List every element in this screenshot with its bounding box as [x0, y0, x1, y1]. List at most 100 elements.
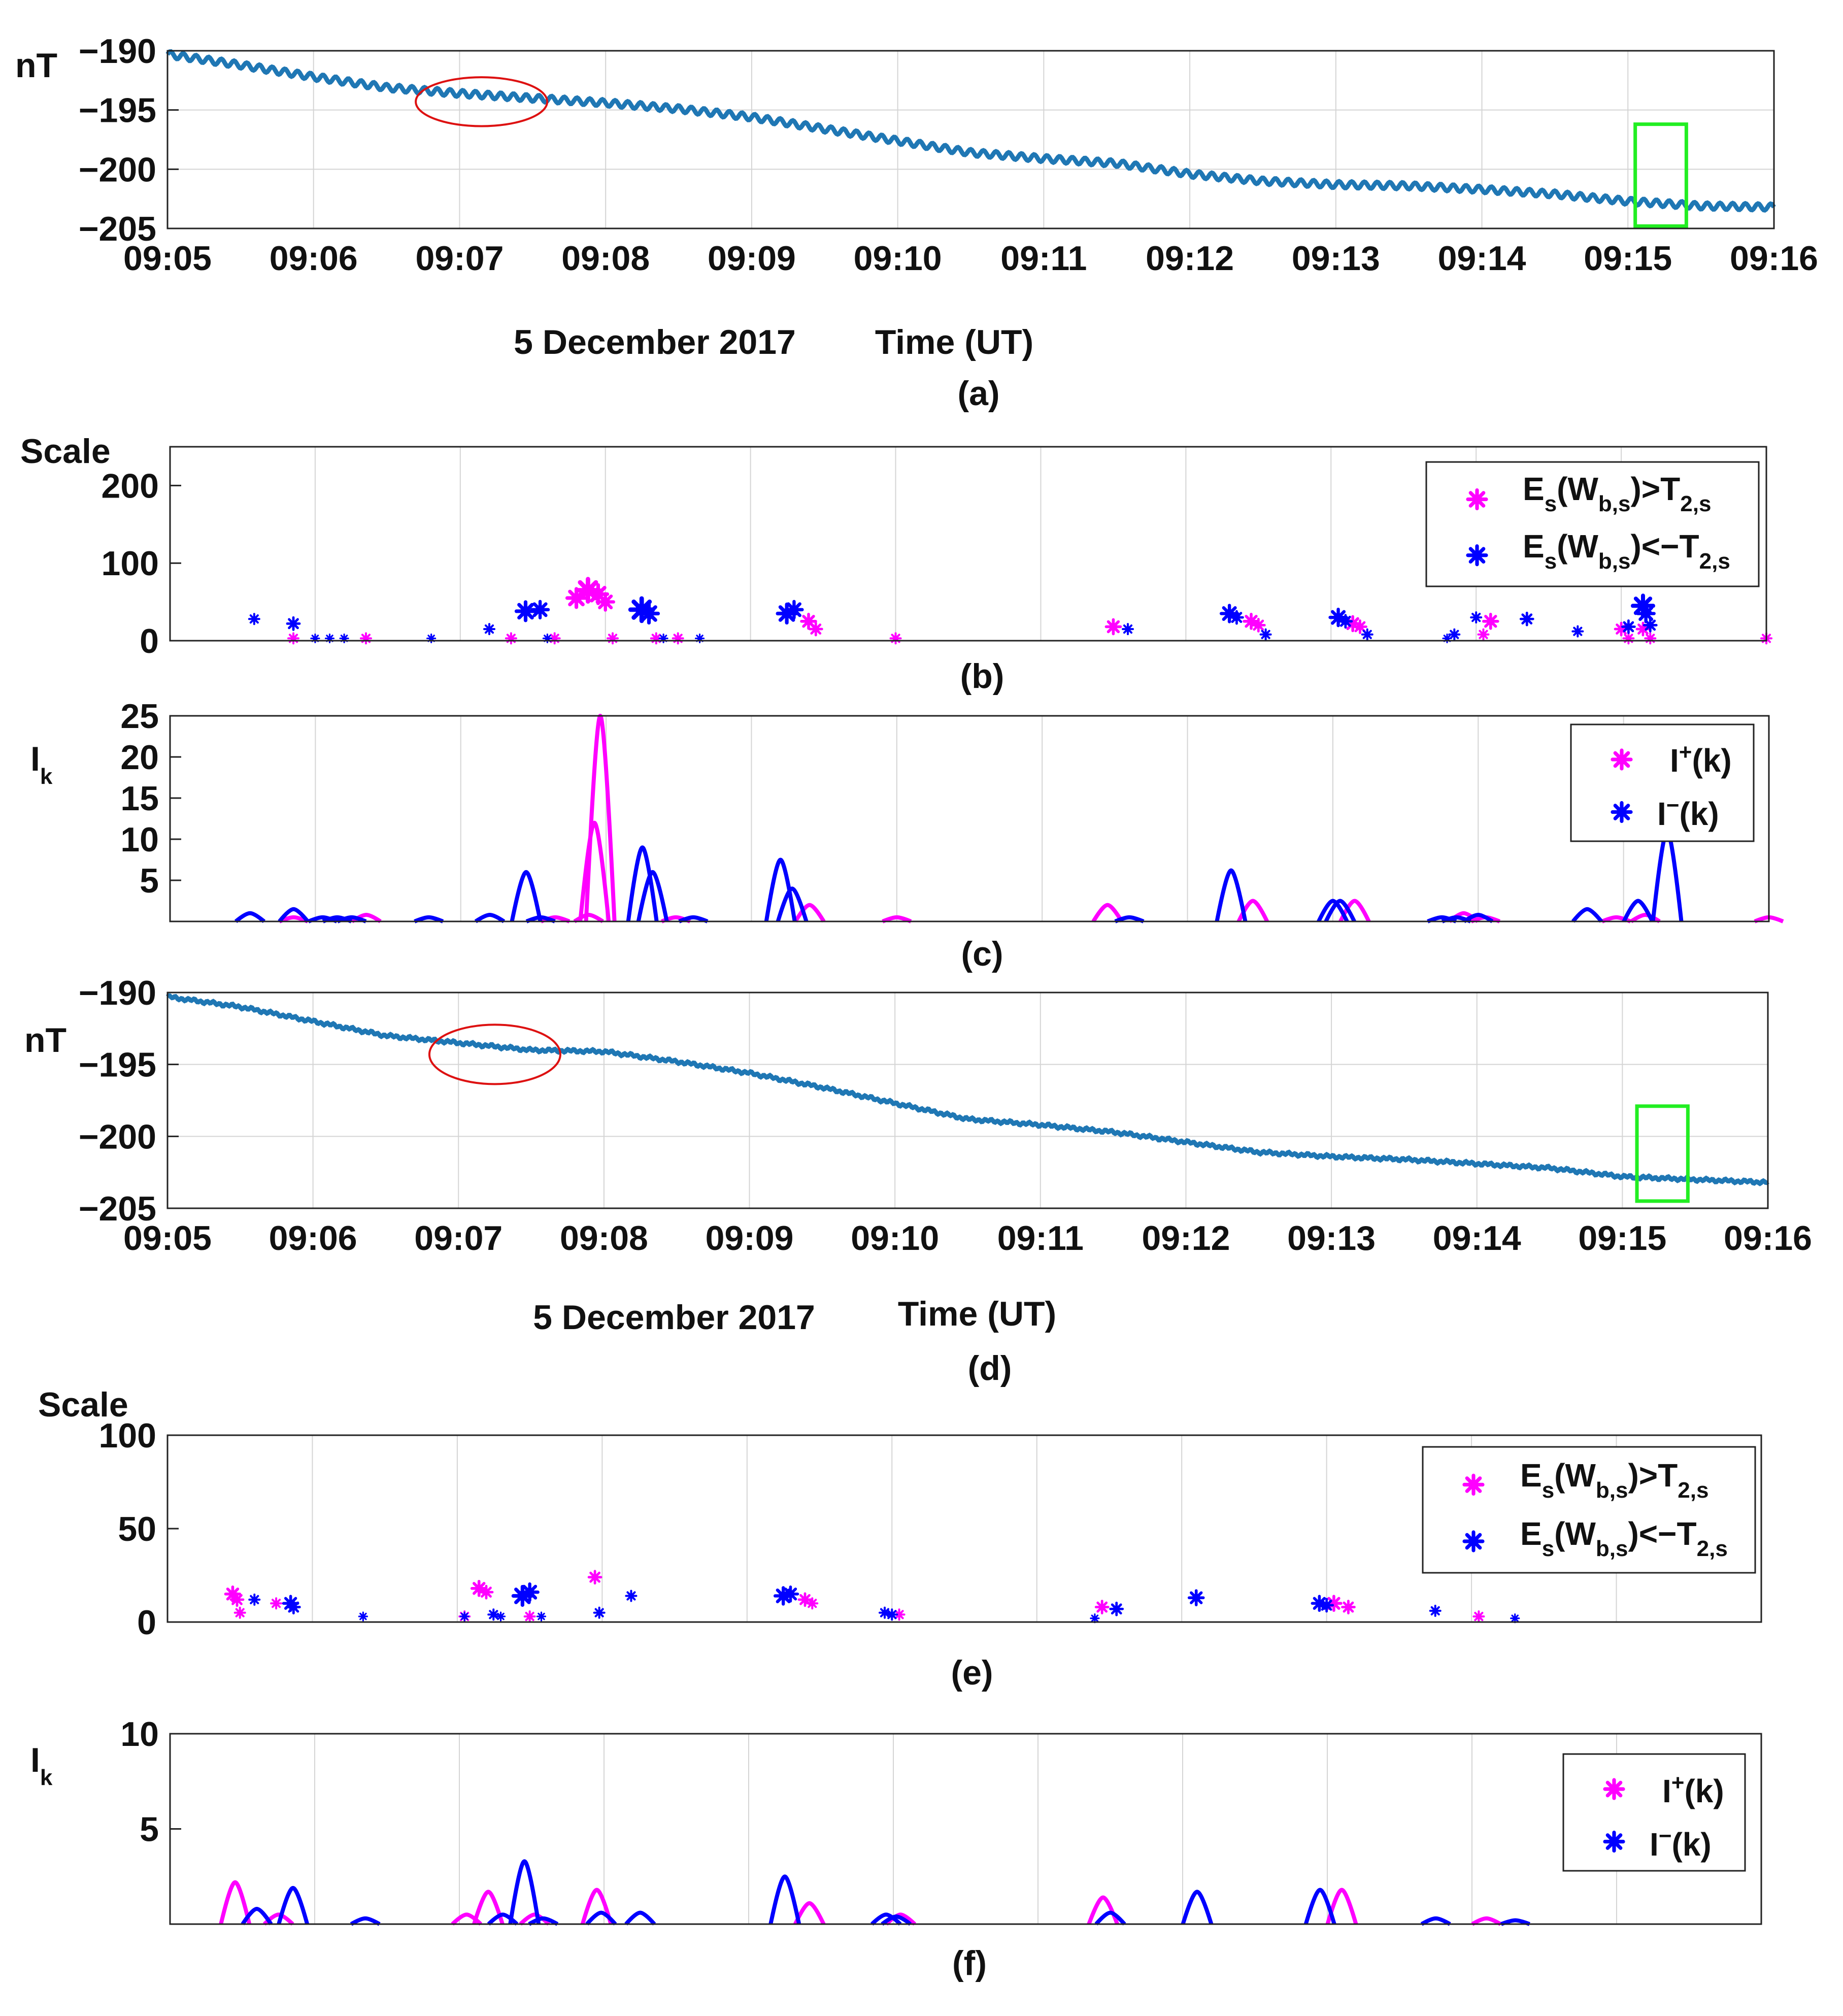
point-neg-b-11 [638, 602, 660, 625]
legend-marker-neg-b [1466, 544, 1488, 567]
legend-marker-neg-e [1462, 1530, 1485, 1552]
ytick-label-e-2: 100 [99, 1416, 156, 1455]
panel-e: Scale 0 50 100 Es(Wb,s)>T2,s Es(Wb,s)<−T2,… [38, 1385, 1762, 1692]
legend-marker-neg-f [1603, 1830, 1625, 1853]
axes-frame-f [169, 1733, 1762, 1925]
legend-marker-negative-c [1611, 801, 1633, 823]
point-neg-b-3 [324, 633, 335, 644]
points-positive-e [224, 1570, 1485, 1623]
xlabel-a: Time (UT) [875, 323, 1033, 361]
spike-pos-c-4 [578, 820, 611, 922]
ylabel-e: Scale [38, 1385, 128, 1424]
point-neg-b-6 [483, 623, 495, 636]
spike-pos-c-9 [1091, 903, 1124, 923]
grid-b [314, 447, 1622, 641]
legend-marker-negative-f [1603, 1830, 1625, 1853]
spike-neg-c-1 [278, 907, 310, 923]
spike-neg-f-13 [1303, 1888, 1336, 1925]
series-line-nT-d [165, 993, 1769, 1186]
spike-neg-c-13 [776, 886, 809, 922]
spike-pos-c-11 [1338, 899, 1371, 922]
spike-neg-c-14 [1114, 915, 1145, 923]
xtick-label-d-10: 09:15 [1578, 1219, 1666, 1258]
point-neg-e-9 [536, 1611, 547, 1622]
point-neg-e-4 [459, 1611, 470, 1622]
annotation-box-d [1635, 1104, 1690, 1203]
ytick-label-d-3: −205 [79, 1189, 156, 1228]
spike-pos-f-9 [1325, 1888, 1358, 1925]
xtick-label-a-5: 09:10 [854, 239, 942, 278]
point-pos-b-8 [607, 632, 619, 645]
spike-pos-f-5 [580, 1888, 613, 1925]
panel-d: nT −190 −195 −200 −205 09:05 09:06 09:07 09:08… [24, 974, 1812, 1387]
legend-marker-pos-e [1462, 1473, 1485, 1496]
point-pos-b-20 [1482, 613, 1499, 630]
legend-marker-pos-b [1466, 488, 1488, 511]
lines-negative-f [241, 1859, 1530, 1926]
xtick-label-a-4: 09:09 [708, 239, 796, 278]
legend-entry-negative-b: Es(Wb,s)<−T2,s [1523, 528, 1730, 574]
legend-marker-positive-c [1611, 748, 1633, 771]
xtick-label-d-0: 09:05 [123, 1219, 212, 1258]
spike-pos-c-5 [584, 714, 617, 922]
legend-entry-negative-e: Es(Wb,s)<−T2,s [1520, 1515, 1728, 1561]
spike-neg-f-4 [508, 1859, 541, 1925]
spike-pos-c-7 [793, 903, 826, 923]
point-pos-b-12 [808, 621, 823, 637]
spike-neg-f-10 [881, 1914, 912, 1926]
spike-neg-c-22 [1622, 899, 1654, 922]
point-pos-b-0 [287, 632, 300, 645]
spike-neg-c-6 [474, 913, 506, 923]
ytick-label-a-3: −205 [79, 210, 156, 248]
ylabel-b: Scale [20, 432, 111, 471]
point-neg-e-3 [358, 1611, 368, 1622]
legend-marker-negative-e [1462, 1530, 1485, 1552]
ytick-label-c-4: 25 [120, 697, 159, 736]
xtick-label-a-11: 09:16 [1730, 239, 1818, 278]
spike-pos-f-3 [472, 1890, 505, 1925]
spike-neg-c-4 [337, 915, 367, 923]
spike-neg-f-9 [870, 1912, 902, 1926]
date-label-a: 5 December 2017 [514, 323, 796, 361]
spike-neg-c-0 [234, 911, 266, 923]
spike-neg-f-11 [1094, 1910, 1126, 1926]
point-pos-b-19 [1477, 628, 1490, 641]
ytick-label-b-0: 0 [140, 622, 159, 660]
ylabel-a: nT [15, 46, 57, 85]
grid-d [167, 992, 1768, 1209]
legend-box-f [1562, 1753, 1746, 1872]
ytick-label-f-0: 5 [140, 1810, 159, 1849]
ytick-label-e-1: 50 [118, 1510, 156, 1548]
series-line-nT-a [165, 49, 1776, 213]
panel-b: Scale 0 100 200 Es(Wb,s)>T2,s Es(Wb,s)<−T2… [20, 432, 1772, 696]
spike-neg-c-17 [1324, 899, 1356, 922]
spike-neg-c-10 [636, 870, 669, 922]
spike-neg-c-11 [678, 915, 709, 923]
xtick-label-a-1: 09:06 [270, 239, 358, 278]
legend-b: Es(Wb,s)>T2,s Es(Wb,s)<−T2,s [1425, 461, 1760, 587]
xtick-label-d-2: 09:07 [414, 1219, 502, 1258]
point-pos-e-14 [1341, 1600, 1356, 1614]
annotation-circle-d [428, 1023, 561, 1085]
date-label-d: 5 December 2017 [533, 1298, 815, 1337]
point-pos-b-14 [1104, 618, 1122, 636]
ylabel-f: Ik [30, 1741, 53, 1790]
legend-entry-negative-c: I−(k) [1657, 793, 1719, 832]
point-neg-b-26 [1519, 611, 1534, 626]
point-neg-b-28 [1621, 619, 1636, 634]
caption-a: (a) [957, 374, 999, 413]
axes-frame-c [169, 715, 1770, 922]
spike-neg-c-21 [1571, 907, 1603, 923]
annotation-box-a [1633, 122, 1688, 228]
point-neg-b-20 [1328, 607, 1348, 627]
xtick-label-d-9: 09:14 [1433, 1219, 1521, 1258]
point-neg-e-2 [286, 1600, 301, 1614]
xtick-label-d-4: 09:09 [706, 1219, 794, 1258]
ytick-label-a-1: −195 [79, 91, 156, 130]
axes-frame-b [169, 446, 1767, 642]
legend-entry-positive-c: I+(k) [1670, 740, 1732, 779]
ylabel-c: Ik [30, 740, 53, 789]
ytick-label-d-0: −190 [79, 974, 156, 1012]
legend-e: Es(Wb,s)>T2,s Es(Wb,s)<−T2,s [1422, 1446, 1756, 1574]
xlabel-d: Time (UT) [898, 1295, 1056, 1333]
